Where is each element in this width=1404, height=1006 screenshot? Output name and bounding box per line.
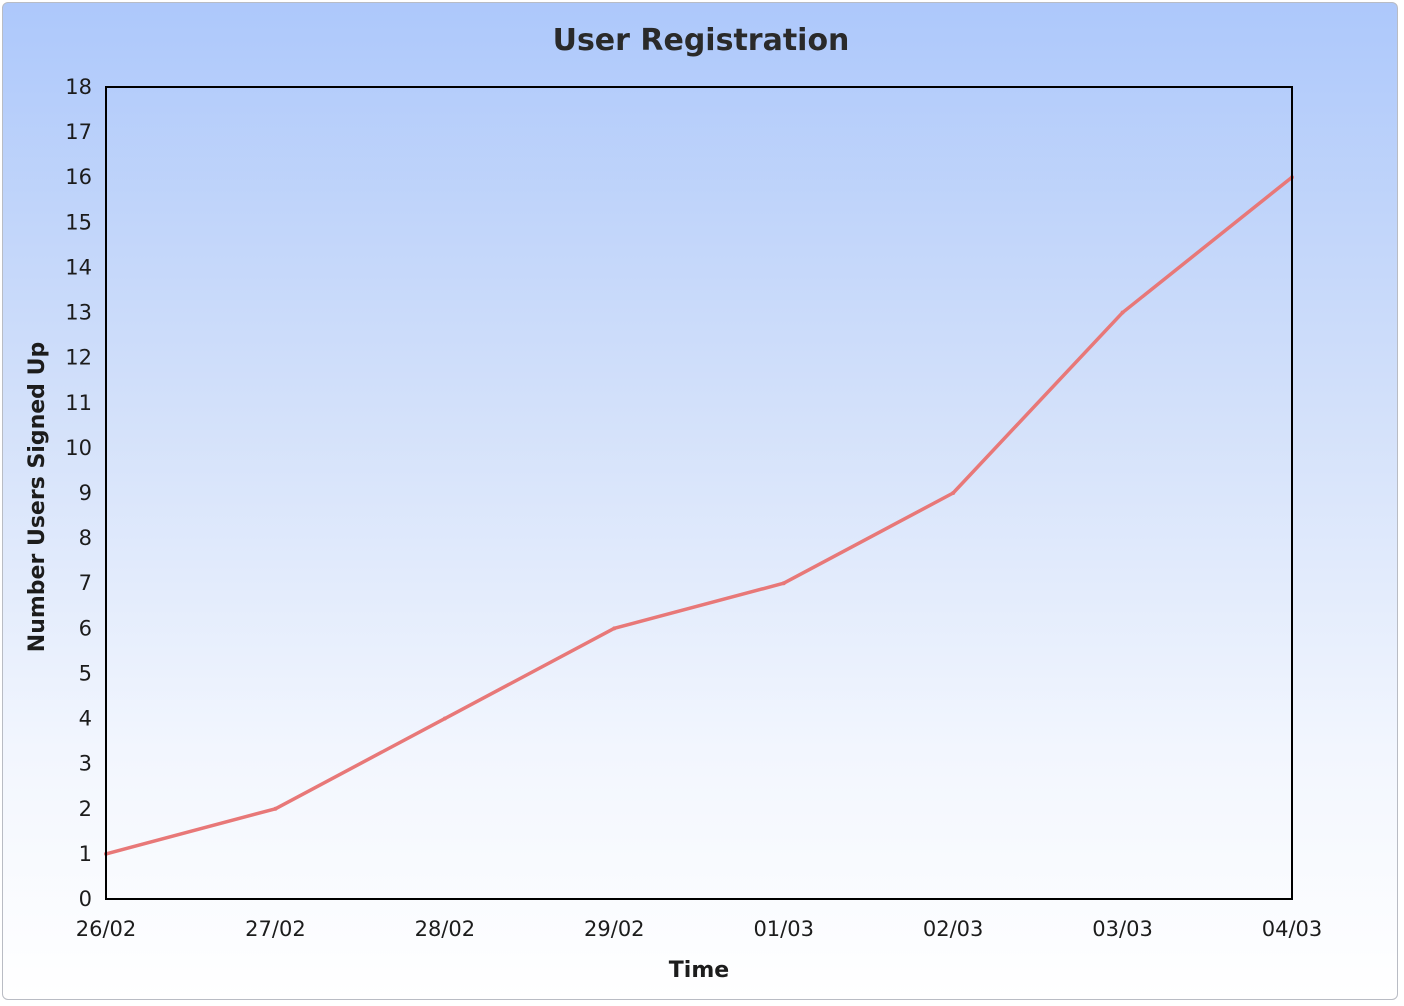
series-layer	[104, 175, 1294, 856]
x-tick-label: 03/03	[1092, 917, 1153, 941]
data-point[interactable]	[442, 716, 447, 721]
y-tick-label: 17	[65, 120, 92, 144]
x-tick-label: 28/02	[415, 917, 476, 941]
plot-area-frame	[105, 86, 1293, 900]
y-tick-label: 16	[65, 165, 92, 189]
y-tick-label: 11	[65, 391, 92, 415]
y-tick-label: 13	[65, 301, 92, 325]
y-tick-label: 14	[65, 255, 92, 279]
x-tick-label: 04/03	[1262, 917, 1323, 941]
data-point[interactable]	[612, 626, 617, 631]
x-tick-label: 27/02	[245, 917, 306, 941]
y-tick-label: 18	[65, 75, 92, 99]
y-tick-label: 8	[79, 526, 92, 550]
x-tick-label: 02/03	[923, 917, 984, 941]
y-tick-label: 9	[79, 481, 92, 505]
y-tick-label: 6	[79, 616, 92, 640]
y-tick-label: 0	[79, 887, 92, 911]
y-tick-label: 12	[65, 346, 92, 370]
y-tick-label: 10	[65, 436, 92, 460]
data-point[interactable]	[781, 581, 786, 586]
x-axis-ticks: 26/02 27/02 28/02 29/02 01/03 02/03 03/03 04/03	[76, 917, 1323, 941]
y-tick-label: 15	[65, 210, 92, 234]
y-tick-label: 1	[79, 842, 92, 866]
x-tick-label: 29/02	[584, 917, 645, 941]
x-tick-label: 01/03	[753, 917, 814, 941]
chart-title: User Registration	[553, 23, 850, 58]
x-axis-label: Time	[669, 958, 729, 983]
y-tick-label: 3	[79, 752, 92, 776]
x-tick-label: 26/02	[76, 917, 137, 941]
y-axis-label: Number Users Signed Up	[25, 342, 50, 652]
line-chart: User Registration Time Number Users Sign…	[25, 23, 1323, 983]
data-point[interactable]	[1120, 310, 1125, 315]
y-tick-label: 7	[79, 571, 92, 595]
data-point[interactable]	[273, 806, 278, 811]
y-tick-label: 2	[79, 797, 92, 821]
series-line	[105, 175, 1294, 856]
y-tick-label: 4	[79, 707, 92, 731]
data-point[interactable]	[951, 491, 956, 495]
y-tick-label: 5	[79, 661, 92, 685]
